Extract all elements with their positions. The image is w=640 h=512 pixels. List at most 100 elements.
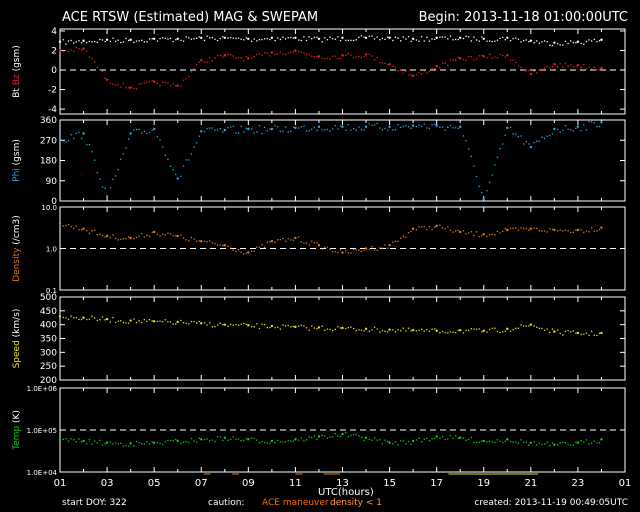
data-point-bz xyxy=(355,55,357,58)
data-point-density xyxy=(384,244,386,246)
data-point-speed xyxy=(572,330,574,332)
data-point-phi xyxy=(62,140,64,142)
data-point-phi xyxy=(459,125,462,128)
data-point-density xyxy=(512,227,514,229)
data-point-bz xyxy=(439,67,441,69)
data-point-temp xyxy=(243,439,245,442)
data-point-bz xyxy=(117,84,119,86)
data-point-phi xyxy=(237,132,240,134)
data-point-speed xyxy=(352,327,355,330)
data-point-temp xyxy=(120,442,122,444)
data-point-temp xyxy=(509,440,512,443)
data-point-bz xyxy=(572,66,574,68)
data-point-speed xyxy=(347,327,350,329)
data-point-density xyxy=(368,248,370,251)
data-point-phi xyxy=(543,137,546,140)
data-point-speed xyxy=(146,320,148,322)
data-point-density xyxy=(122,238,125,240)
data-point-bt xyxy=(73,42,75,44)
data-point-phi xyxy=(386,129,389,131)
data-point-speed xyxy=(388,328,391,331)
data-point-phi xyxy=(588,121,590,123)
data-point-phi xyxy=(410,127,412,130)
data-point-bt xyxy=(598,40,601,42)
data-point-temp xyxy=(294,438,297,441)
data-point-speed xyxy=(223,323,226,326)
data-point-phi xyxy=(152,127,156,131)
data-point-speed xyxy=(441,330,444,333)
data-point-density xyxy=(112,234,114,236)
data-point-temp xyxy=(114,442,117,444)
data-point-speed xyxy=(185,322,187,325)
data-point-phi xyxy=(580,129,582,132)
data-point-bz xyxy=(352,56,355,59)
data-point-bt xyxy=(308,36,310,38)
data-point-bt xyxy=(211,37,214,39)
data-point-density xyxy=(541,230,543,232)
panel-frame-3 xyxy=(59,296,626,381)
data-point-bt xyxy=(294,36,297,39)
data-point-bt xyxy=(381,37,384,40)
data-point-phi xyxy=(146,132,148,135)
data-point-bz xyxy=(78,47,80,50)
data-point-bz xyxy=(536,72,538,74)
data-point-speed xyxy=(266,326,268,329)
data-point-speed xyxy=(515,327,517,330)
data-point-bz xyxy=(287,52,289,54)
data-point-density xyxy=(294,236,297,240)
y-tick-label-2: 1.0 xyxy=(46,246,57,254)
data-point-speed xyxy=(196,322,198,324)
data-point-bt xyxy=(553,41,556,44)
data-point-speed xyxy=(243,322,245,324)
data-point-density xyxy=(78,229,80,231)
data-point-temp xyxy=(82,439,85,443)
data-point-density xyxy=(486,235,488,238)
data-point-phi xyxy=(112,178,114,181)
data-point-density xyxy=(407,232,410,234)
data-point-bt xyxy=(475,39,478,41)
data-point-density xyxy=(528,229,530,231)
data-point-bt xyxy=(62,39,64,41)
data-point-bz xyxy=(227,54,229,56)
data-point-bz xyxy=(517,65,520,67)
data-point-bt xyxy=(162,37,164,39)
data-point-density xyxy=(371,246,373,248)
data-point-bz xyxy=(141,83,143,85)
data-point-speed xyxy=(300,324,302,326)
data-point-bt xyxy=(585,40,588,43)
data-point-density xyxy=(341,251,344,254)
data-point-speed xyxy=(596,334,598,337)
data-point-phi xyxy=(481,191,483,194)
data-point-bt xyxy=(324,37,326,39)
data-point-bt xyxy=(172,40,174,43)
data-point-bz xyxy=(478,55,480,57)
data-point-temp xyxy=(279,441,282,443)
y-axis-label-1: Phi (gsm) xyxy=(12,139,22,182)
data-point-temp xyxy=(381,443,384,445)
data-point-density xyxy=(159,235,161,237)
data-point-bt xyxy=(384,38,386,41)
data-point-speed xyxy=(86,318,88,321)
data-point-phi xyxy=(88,143,91,146)
data-point-phi xyxy=(227,127,229,129)
data-point-speed xyxy=(104,319,106,321)
data-point-density xyxy=(481,235,483,237)
data-point-speed xyxy=(135,321,138,324)
data-point-bt xyxy=(543,40,546,42)
data-point-speed xyxy=(112,316,114,319)
data-point-bz xyxy=(321,57,323,59)
data-point-speed xyxy=(454,331,457,334)
data-point-density xyxy=(247,251,250,254)
data-point-bt xyxy=(78,40,80,42)
data-point-bt xyxy=(232,37,234,39)
data-point-temp xyxy=(360,436,363,439)
data-point-speed xyxy=(397,329,399,331)
data-point-density xyxy=(253,250,255,252)
data-point-bt xyxy=(371,35,373,37)
data-point-temp xyxy=(358,435,360,437)
data-point-bt xyxy=(502,36,504,39)
data-point-temp xyxy=(470,436,472,439)
data-point-temp xyxy=(308,436,310,438)
data-point-phi xyxy=(457,127,459,130)
data-point-bt xyxy=(590,40,593,42)
